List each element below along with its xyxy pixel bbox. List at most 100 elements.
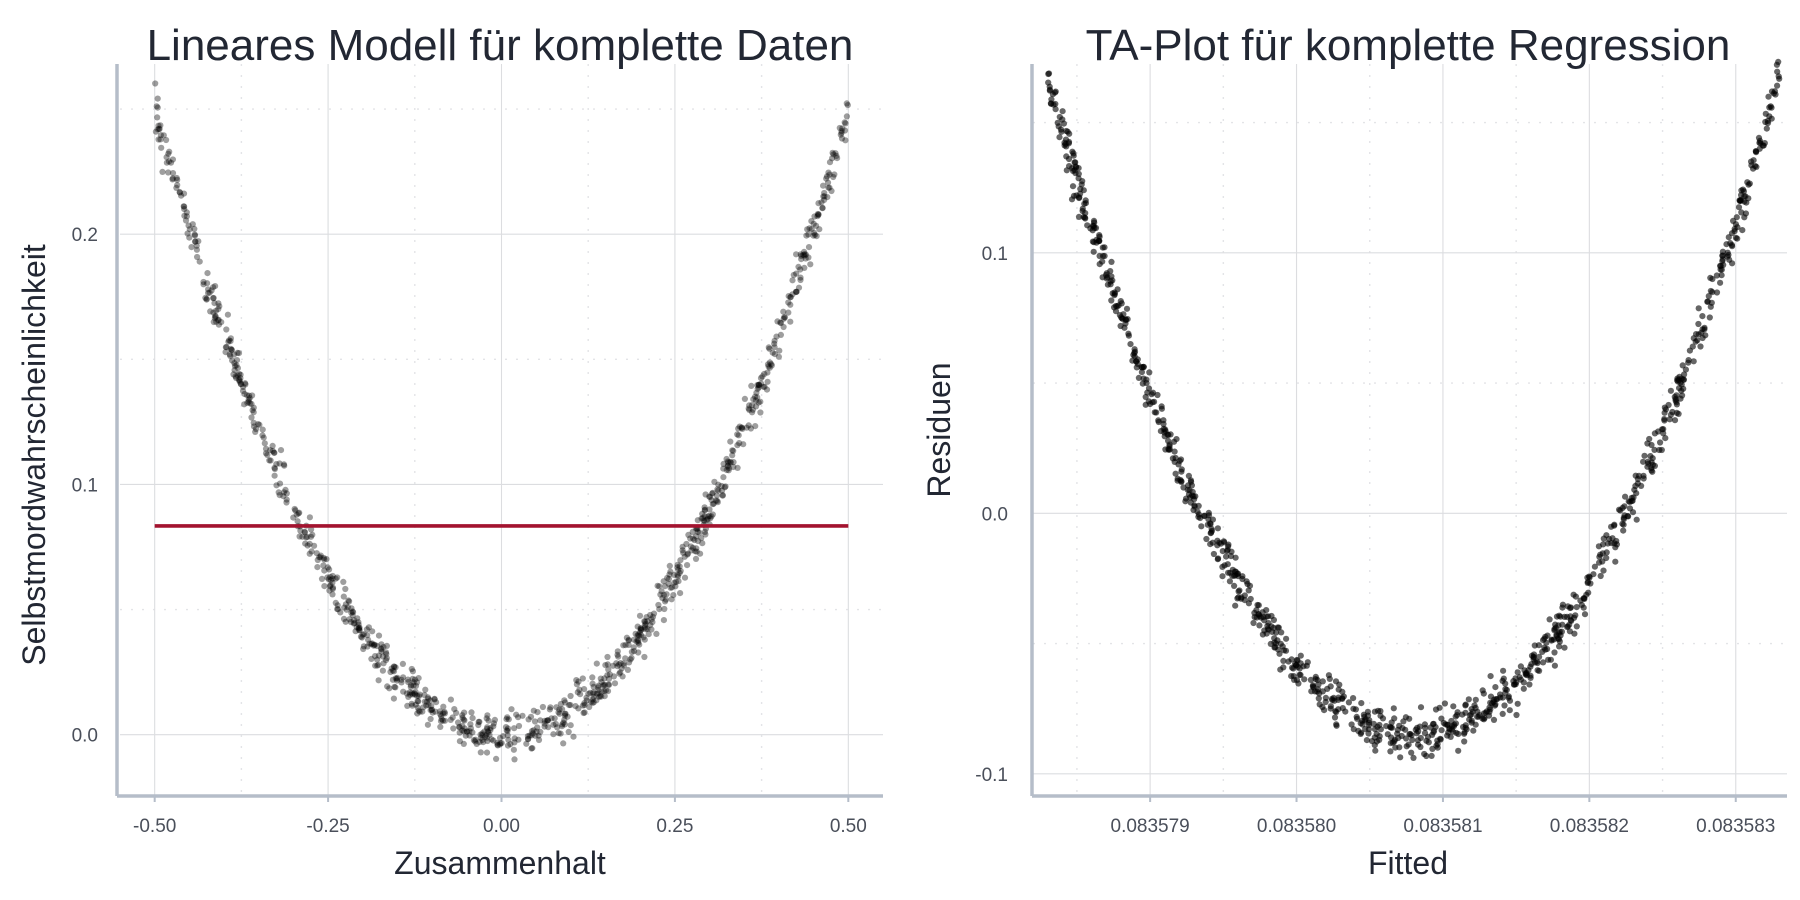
data-point: [1114, 286, 1121, 293]
data-point: [372, 662, 379, 669]
data-point: [583, 697, 590, 704]
data-point: [755, 399, 762, 406]
data-point: [824, 194, 831, 201]
data-point: [543, 717, 550, 724]
data-point: [1546, 616, 1553, 623]
data-point: [1698, 329, 1705, 336]
data-point: [604, 672, 611, 679]
data-point: [1616, 506, 1623, 513]
data-point: [467, 721, 474, 728]
data-point: [378, 646, 385, 653]
data-point: [325, 576, 332, 583]
data-point: [1358, 700, 1365, 707]
data-point: [672, 578, 680, 586]
data-point: [715, 481, 722, 488]
data-point: [405, 679, 412, 686]
data-point: [438, 713, 445, 720]
data-point: [1278, 629, 1285, 636]
data-point: [456, 723, 463, 730]
right-tick-labels: 0.083579 0.083580 0.083581 0.083582 0.083583…: [975, 244, 1775, 837]
data-point: [605, 675, 613, 683]
data-point: [1058, 128, 1065, 135]
data-point: [1673, 401, 1680, 408]
data-point: [1091, 224, 1098, 232]
data-point: [579, 702, 587, 709]
data-point: [428, 706, 435, 713]
data-point: [1417, 743, 1424, 751]
data-point: [1219, 573, 1226, 580]
data-point: [1726, 256, 1733, 263]
data-point: [1140, 375, 1147, 382]
data-point: [389, 667, 396, 674]
data-point: [588, 698, 595, 705]
data-point: [229, 357, 236, 364]
data-point: [708, 513, 715, 520]
x-tick-label: 0.083582: [1550, 816, 1629, 837]
data-point: [234, 349, 241, 356]
data-point: [575, 705, 582, 712]
data-point: [1603, 549, 1610, 556]
data-point: [838, 135, 846, 142]
data-point: [699, 540, 706, 547]
data-point: [730, 459, 737, 466]
data-point: [1176, 457, 1183, 464]
data-point: [1178, 466, 1185, 473]
data-point: [180, 190, 188, 197]
data-point: [1232, 602, 1239, 609]
data-point: [1446, 725, 1453, 732]
data-point: [485, 717, 492, 724]
data-point: [1514, 669, 1521, 676]
right-axes: [1030, 64, 1787, 802]
data-point: [556, 710, 563, 717]
data-point: [1597, 572, 1604, 580]
data-point: [720, 465, 727, 472]
data-point: [276, 480, 284, 487]
data-point: [561, 697, 568, 704]
data-point: [419, 708, 426, 715]
data-point: [641, 622, 649, 629]
data-point: [1280, 664, 1287, 671]
data-point: [475, 721, 482, 729]
data-point: [412, 688, 419, 695]
data-point: [299, 533, 306, 540]
data-point: [1436, 704, 1443, 711]
data-point: [808, 218, 815, 225]
data-point: [352, 628, 359, 635]
data-point: [406, 689, 413, 696]
data-point: [1492, 684, 1499, 691]
data-point: [329, 591, 336, 598]
data-point: [1052, 88, 1059, 95]
data-point: [693, 545, 700, 552]
data-point: [531, 718, 539, 725]
data-point: [433, 699, 440, 706]
data-point: [412, 701, 419, 708]
data-point: [213, 318, 220, 325]
data-point: [739, 425, 746, 432]
data-point: [627, 656, 634, 663]
data-point: [727, 459, 734, 466]
data-point: [1108, 297, 1115, 304]
data-point: [1689, 343, 1696, 350]
data-point: [558, 723, 566, 730]
data-point: [752, 403, 760, 410]
data-point: [411, 676, 419, 683]
data-point: [636, 632, 643, 639]
data-point: [340, 593, 347, 600]
data-point: [701, 518, 708, 525]
data-point: [1551, 662, 1558, 669]
data-point: [636, 629, 644, 636]
data-point: [1390, 705, 1397, 712]
data-point: [1405, 741, 1412, 748]
data-point: [487, 725, 494, 732]
data-point: [460, 728, 467, 735]
data-point: [824, 179, 832, 186]
data-point: [176, 189, 183, 196]
data-point: [192, 238, 199, 245]
data-point: [787, 318, 794, 325]
data-point: [1339, 705, 1346, 712]
data-point: [699, 515, 706, 522]
data-point: [1676, 385, 1683, 392]
data-point: [370, 642, 377, 649]
data-point: [1651, 446, 1658, 453]
data-point: [259, 432, 266, 439]
